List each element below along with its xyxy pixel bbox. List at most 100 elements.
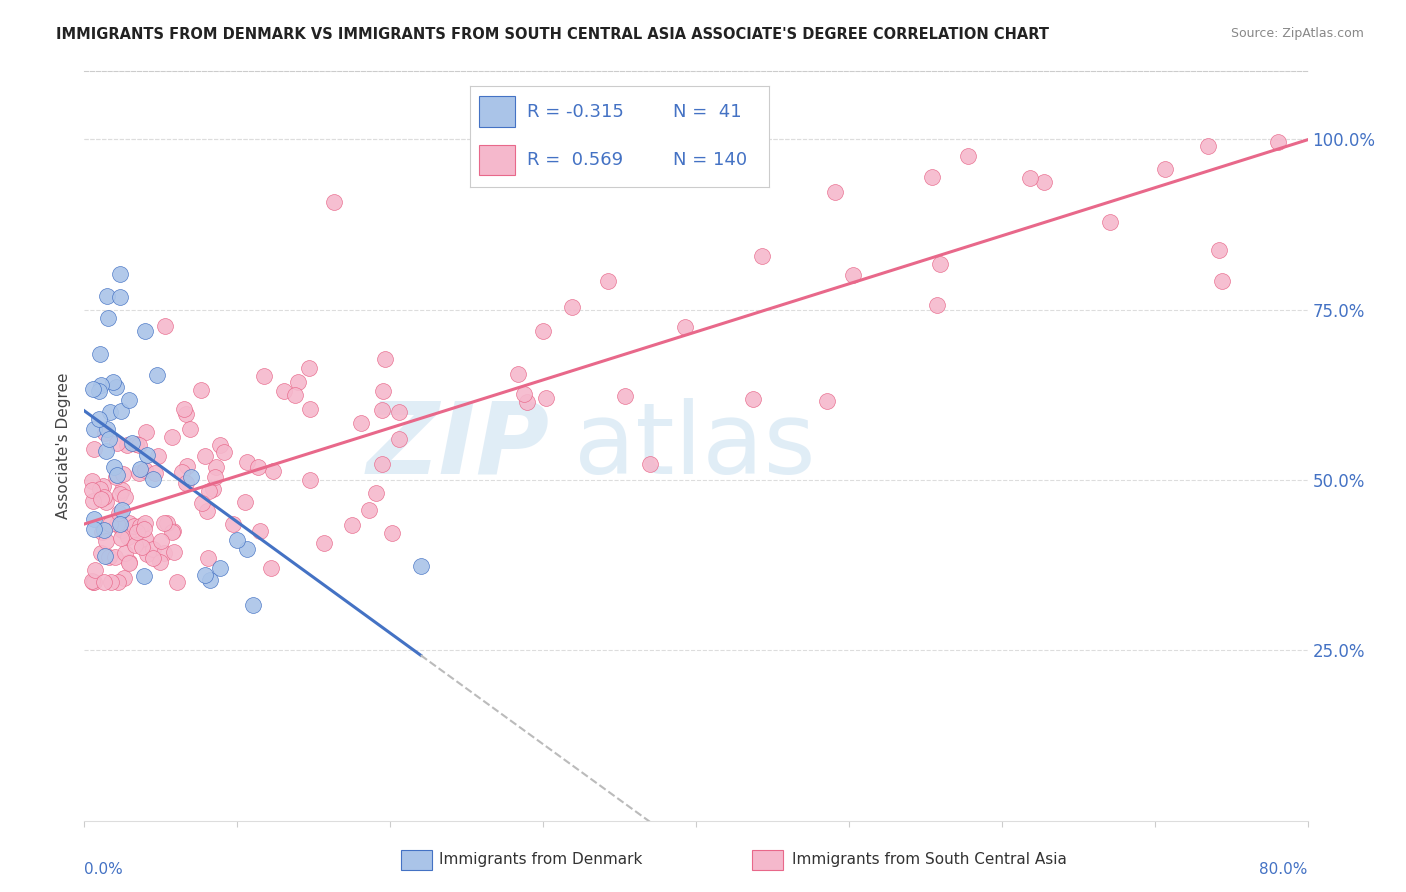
Point — [260, 560, 283, 574]
Point — [135, 448, 157, 462]
Point — [105, 469, 128, 483]
Point — [742, 392, 765, 406]
Point — [82, 474, 104, 488]
Point — [824, 185, 846, 199]
Point — [166, 575, 188, 590]
Point — [134, 324, 156, 338]
Point — [141, 550, 163, 565]
Point — [132, 569, 155, 583]
Point — [201, 482, 224, 496]
Point — [118, 516, 141, 531]
Point — [380, 525, 402, 540]
Point — [100, 575, 122, 590]
Point — [194, 568, 217, 582]
Point — [131, 541, 153, 555]
Point — [87, 384, 110, 399]
Point — [117, 557, 139, 571]
Text: Source: ZipAtlas.com: Source: ZipAtlas.com — [1230, 27, 1364, 40]
Point — [180, 469, 202, 483]
Point — [534, 391, 557, 405]
Point — [96, 289, 118, 303]
Point — [143, 466, 166, 480]
Point — [98, 405, 121, 419]
Point — [179, 422, 201, 436]
Point — [96, 422, 118, 436]
Point — [298, 402, 321, 417]
Point — [110, 403, 132, 417]
Point — [957, 148, 980, 162]
Point — [82, 575, 104, 590]
Point — [190, 383, 212, 397]
Point — [153, 318, 176, 333]
Point — [83, 442, 105, 457]
Point — [134, 516, 156, 531]
Point — [516, 395, 538, 409]
Text: Immigrants from South Central Asia: Immigrants from South Central Asia — [792, 853, 1067, 867]
Point — [110, 532, 132, 546]
Point — [350, 416, 373, 430]
Point — [1032, 176, 1054, 190]
Text: atlas: atlas — [574, 398, 815, 494]
Point — [153, 516, 176, 530]
Point — [1197, 139, 1219, 153]
Point — [340, 517, 363, 532]
Point — [146, 368, 169, 383]
Point — [125, 436, 148, 450]
Point — [194, 449, 217, 463]
Point — [561, 300, 583, 314]
Point — [98, 516, 121, 531]
Point — [262, 464, 284, 478]
Point — [162, 524, 184, 538]
Text: IMMIGRANTS FROM DENMARK VS IMMIGRANTS FROM SOUTH CENTRAL ASIA ASSOCIATE'S DEGREE: IMMIGRANTS FROM DENMARK VS IMMIGRANTS FR… — [56, 27, 1049, 42]
Point — [142, 542, 165, 557]
Point — [117, 530, 139, 544]
Point — [108, 267, 131, 281]
Point — [242, 598, 264, 612]
Point — [104, 549, 127, 564]
Point — [371, 384, 394, 398]
Point — [226, 533, 249, 548]
Point — [142, 472, 165, 486]
Point — [124, 538, 146, 552]
Point — [191, 496, 214, 510]
Y-axis label: Associate's Degree: Associate's Degree — [56, 373, 72, 519]
Point — [82, 382, 104, 396]
Point — [112, 467, 135, 481]
Point — [1098, 214, 1121, 228]
Point — [112, 571, 135, 585]
Point — [287, 375, 309, 389]
Point — [195, 504, 218, 518]
Text: Immigrants from Denmark: Immigrants from Denmark — [439, 853, 643, 867]
Point — [82, 574, 104, 588]
Point — [160, 430, 183, 444]
Point — [222, 516, 245, 531]
Point — [108, 487, 131, 501]
Point — [115, 438, 138, 452]
Point — [105, 516, 128, 531]
Point — [83, 512, 105, 526]
Point — [925, 297, 948, 311]
Point — [149, 555, 172, 569]
Point — [148, 450, 170, 464]
Point — [208, 560, 231, 574]
Point — [236, 455, 259, 469]
Point — [124, 518, 146, 533]
Point — [247, 459, 270, 474]
Point — [298, 360, 321, 375]
Point — [160, 524, 183, 539]
Point — [111, 503, 134, 517]
Point — [1211, 274, 1233, 288]
Point — [613, 389, 636, 403]
Point — [312, 536, 335, 550]
Point — [174, 476, 197, 491]
Point — [233, 495, 256, 509]
Point — [89, 482, 111, 496]
Point — [209, 438, 232, 452]
Point — [388, 433, 411, 447]
Point — [176, 458, 198, 473]
Point — [97, 432, 120, 446]
Point — [357, 503, 380, 517]
Point — [531, 324, 554, 338]
Point — [149, 534, 172, 549]
Point — [96, 494, 118, 508]
